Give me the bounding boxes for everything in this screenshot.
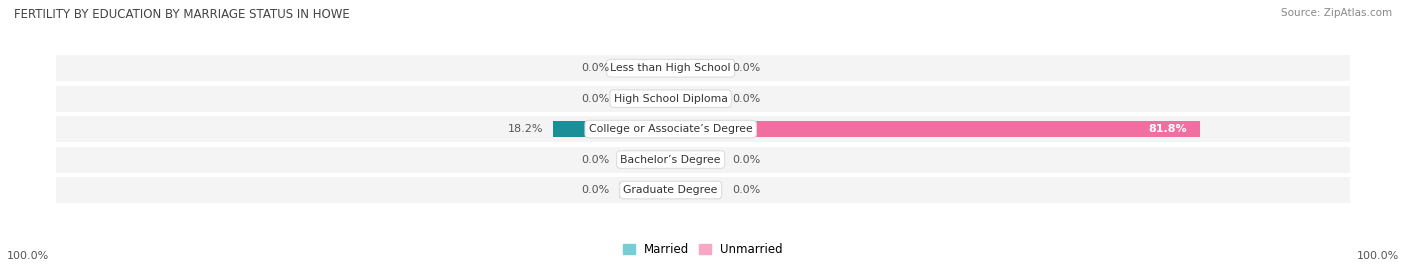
Text: 0.0%: 0.0% (581, 155, 609, 165)
Text: College or Associate’s Degree: College or Associate’s Degree (589, 124, 752, 134)
Text: 0.0%: 0.0% (733, 155, 761, 165)
Bar (619, 182, 671, 198)
Text: High School Diploma: High School Diploma (614, 94, 727, 104)
Text: Graduate Degree: Graduate Degree (623, 185, 718, 195)
Text: 100.0%: 100.0% (1357, 250, 1399, 261)
Bar (671, 55, 1350, 81)
Bar (671, 86, 1350, 112)
Bar (671, 177, 1350, 203)
Bar (0, 55, 671, 81)
Bar (0, 147, 671, 172)
Text: 18.2%: 18.2% (508, 124, 543, 134)
Text: 0.0%: 0.0% (581, 185, 609, 195)
Bar (619, 91, 671, 107)
Bar (0, 116, 671, 142)
Bar (553, 121, 671, 137)
Bar (671, 116, 1350, 142)
Text: FERTILITY BY EDUCATION BY MARRIAGE STATUS IN HOWE: FERTILITY BY EDUCATION BY MARRIAGE STATU… (14, 8, 350, 21)
Bar (553, 121, 671, 137)
Bar (671, 121, 1199, 137)
Bar (671, 182, 723, 198)
Bar (619, 152, 671, 168)
Text: 0.0%: 0.0% (733, 63, 761, 73)
Legend: Married, Unmarried: Married, Unmarried (619, 238, 787, 260)
Bar (0, 177, 671, 203)
Text: 0.0%: 0.0% (581, 94, 609, 104)
Text: Bachelor’s Degree: Bachelor’s Degree (620, 155, 721, 165)
Text: 0.0%: 0.0% (581, 63, 609, 73)
Text: 81.8%: 81.8% (1149, 124, 1187, 134)
Bar (619, 60, 671, 76)
Text: 100.0%: 100.0% (7, 250, 49, 261)
Bar (671, 147, 1350, 172)
Text: 0.0%: 0.0% (733, 185, 761, 195)
Text: Less than High School: Less than High School (610, 63, 731, 73)
Bar (671, 91, 723, 107)
Text: Source: ZipAtlas.com: Source: ZipAtlas.com (1281, 8, 1392, 18)
Text: 0.0%: 0.0% (733, 94, 761, 104)
Bar (671, 121, 1199, 137)
Bar (671, 60, 723, 76)
Bar (671, 152, 723, 168)
Bar (0, 86, 671, 112)
